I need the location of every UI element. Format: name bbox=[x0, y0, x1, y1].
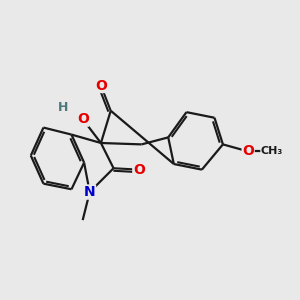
Text: CH₃: CH₃ bbox=[261, 146, 283, 156]
Text: O: O bbox=[95, 79, 107, 92]
Text: H: H bbox=[58, 101, 68, 114]
Text: O: O bbox=[242, 144, 254, 158]
Text: O: O bbox=[133, 163, 145, 177]
Text: O: O bbox=[77, 112, 88, 126]
Text: N: N bbox=[84, 185, 95, 199]
